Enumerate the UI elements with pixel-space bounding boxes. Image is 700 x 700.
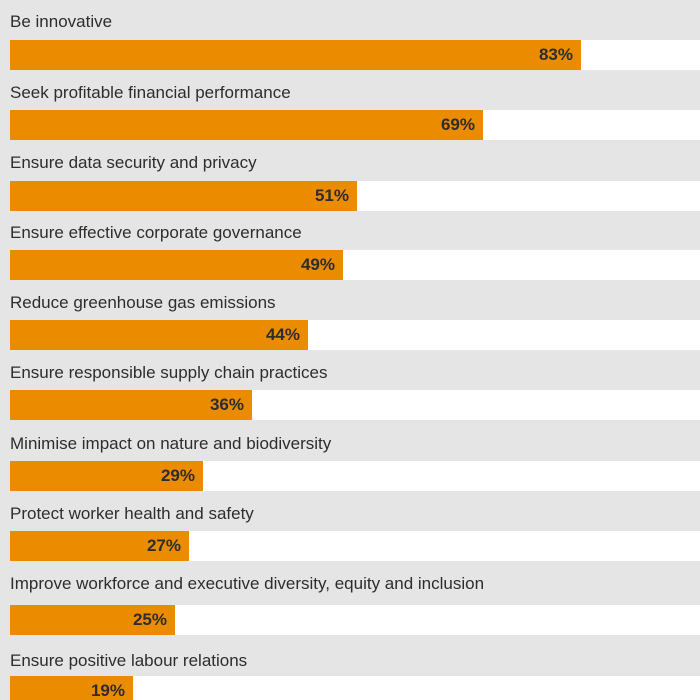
bar	[10, 250, 343, 280]
bar-track: 25%	[10, 605, 700, 635]
category-label: Ensure responsible supply chain practice…	[10, 363, 328, 382]
value-label: 27%	[146, 536, 181, 555]
bar-track: 29%	[10, 461, 700, 491]
bar	[10, 110, 483, 140]
value-label: 44%	[265, 325, 300, 344]
value-label: 36%	[209, 395, 244, 414]
value-label: 51%	[314, 186, 349, 205]
bar-track: 69%	[10, 110, 700, 140]
bar	[10, 461, 203, 491]
value-label: 49%	[300, 255, 335, 274]
bar-track: 36%	[10, 390, 700, 420]
bar	[10, 605, 175, 635]
value-label: 83%	[538, 45, 573, 64]
bar-track: 19%	[10, 676, 700, 700]
value-label: 25%	[132, 610, 167, 629]
bar	[10, 676, 133, 700]
bar	[10, 181, 357, 211]
bar-track: 49%	[10, 250, 700, 280]
category-label: Minimise impact on nature and biodiversi…	[10, 434, 332, 453]
bar	[10, 531, 189, 561]
value-label: 69%	[440, 115, 475, 134]
bar	[10, 320, 308, 350]
category-label: Protect worker health and safety	[10, 504, 254, 523]
category-label: Improve workforce and executive diversit…	[10, 574, 485, 593]
bar-track: 27%	[10, 531, 700, 561]
category-label: Be innovative	[10, 12, 113, 31]
bar	[10, 40, 581, 70]
category-label: Ensure positive labour relations	[10, 651, 248, 670]
bar-track: 83%	[10, 40, 700, 70]
category-label: Reduce greenhouse gas emissions	[10, 293, 276, 312]
category-label: Ensure data security and privacy	[10, 153, 257, 172]
bar-track: 51%	[10, 181, 700, 211]
bar-track: 44%	[10, 320, 700, 350]
bar	[10, 390, 252, 420]
value-label: 29%	[160, 466, 195, 485]
category-label: Seek profitable financial performance	[10, 83, 291, 102]
category-label: Ensure effective corporate governance	[10, 223, 302, 242]
value-label: 19%	[90, 681, 125, 700]
